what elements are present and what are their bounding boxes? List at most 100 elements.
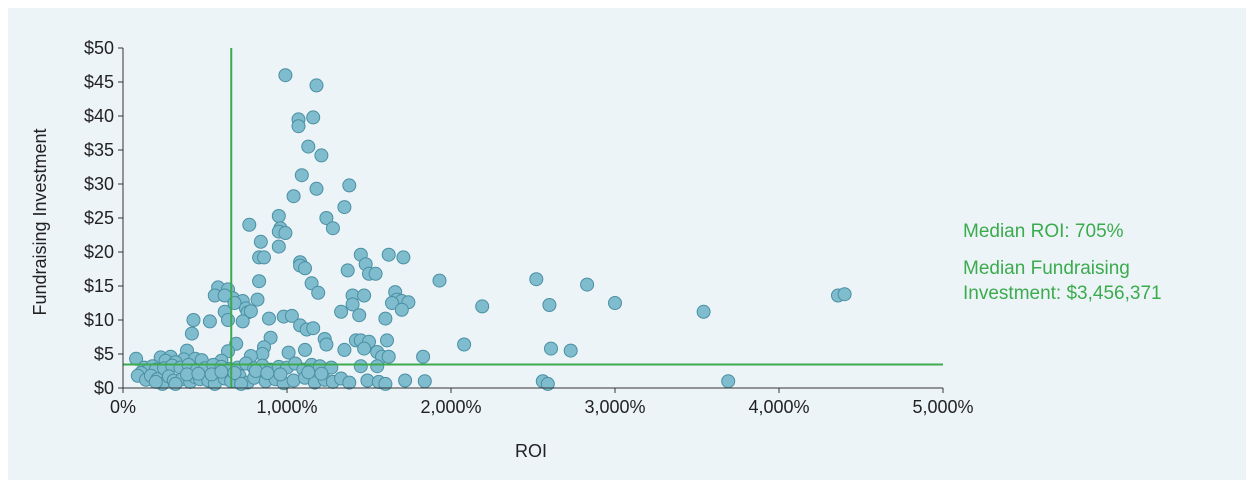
data-point (370, 359, 385, 374)
data-point (696, 304, 711, 319)
y-tick-label: $5 (94, 344, 114, 364)
y-tick-label: $20 (84, 242, 114, 262)
data-point (345, 297, 360, 312)
data-point (255, 347, 270, 361)
data-point (286, 189, 301, 204)
data-point (544, 341, 558, 356)
data-point (398, 373, 413, 388)
data-point (304, 276, 319, 291)
y-tick-label: $0 (94, 378, 114, 398)
data-point (357, 288, 372, 303)
data-point (342, 178, 357, 193)
data-point (306, 110, 321, 125)
x-tick-label: 5,000% (912, 397, 973, 417)
data-point (235, 314, 250, 329)
y-tick-label: $15 (84, 276, 114, 296)
data-point (417, 374, 432, 389)
data-point (353, 359, 368, 374)
data-point (298, 261, 312, 276)
data-point (394, 302, 409, 317)
data-point (184, 326, 199, 341)
median-roi-label: Median ROI: 705% (963, 221, 1124, 242)
data-point (314, 148, 329, 163)
data-point (721, 374, 736, 389)
data-point (278, 226, 293, 240)
data-point (260, 366, 275, 380)
data-point (380, 333, 394, 348)
data-point (221, 313, 235, 327)
data-point (306, 321, 321, 336)
data-point (248, 364, 263, 378)
data-point (257, 250, 271, 265)
data-point (334, 304, 349, 319)
y-tick-label: $30 (84, 174, 114, 194)
data-point (242, 217, 257, 232)
data-point (608, 296, 622, 310)
data-point (286, 373, 301, 388)
data-point (381, 349, 396, 364)
x-tick-label: 1,000% (256, 397, 317, 417)
x-tick-label: 0% (110, 397, 136, 417)
data-point (186, 313, 201, 327)
y-tick-label: $45 (84, 72, 114, 92)
data-point (542, 298, 557, 312)
data-point (250, 292, 265, 307)
x-axis-title: ROI (515, 441, 547, 461)
data-point (168, 376, 183, 391)
data-point (281, 345, 296, 360)
data-point (298, 342, 312, 357)
data-point (148, 374, 163, 389)
x-tick-label: 2,000% (420, 397, 481, 417)
data-point (227, 366, 242, 380)
data-point (837, 287, 852, 302)
data-point (262, 311, 276, 326)
data-point (540, 376, 555, 391)
data-point (311, 285, 326, 300)
data-point (234, 376, 249, 391)
data-point (271, 209, 286, 223)
data-point (273, 367, 288, 382)
data-point (301, 365, 316, 380)
x-tick-label: 3,000% (584, 397, 645, 417)
data-point (243, 304, 258, 319)
data-point (325, 221, 340, 236)
data-point (563, 343, 578, 358)
data-point (580, 277, 595, 292)
data-point (202, 314, 217, 329)
data-point (432, 273, 447, 288)
data-point (294, 168, 309, 183)
data-point (263, 330, 278, 345)
scatter-chart: 0% 1,000% 2,000% 3,000% 4,000% 5,000% $0 $5 $10 $… (30, 38, 1162, 461)
x-tick-label: 4,000% (748, 397, 809, 417)
data-point (475, 299, 490, 314)
y-tick-label: $25 (84, 208, 114, 228)
y-tick-label: $10 (84, 310, 114, 330)
y-axis-title: Fundraising Investment (30, 128, 50, 315)
data-point (314, 366, 329, 381)
median-investment-label-line1: Median Fundraising (963, 258, 1130, 279)
data-point (337, 342, 352, 357)
data-point (191, 366, 206, 381)
y-tick-label: $35 (84, 140, 114, 160)
data-point (271, 239, 286, 254)
median-lines (123, 48, 943, 388)
data-point (378, 376, 393, 391)
data-point (214, 364, 229, 379)
median-investment-label-line2: Investment: $3,456,371 (963, 283, 1162, 304)
data-point (253, 234, 268, 249)
data-point (309, 78, 324, 93)
data-point (278, 68, 293, 83)
data-point (352, 308, 367, 323)
data-point (416, 349, 431, 364)
data-point (337, 200, 352, 215)
data-point (368, 266, 383, 281)
data-point (529, 272, 544, 287)
data-point (291, 119, 306, 134)
data-point (357, 341, 372, 356)
points-layer (129, 68, 852, 391)
data-point (319, 337, 334, 352)
data-point (340, 263, 355, 278)
y-tick-label: $40 (84, 106, 114, 126)
data-point (381, 247, 396, 262)
data-point (378, 311, 393, 326)
